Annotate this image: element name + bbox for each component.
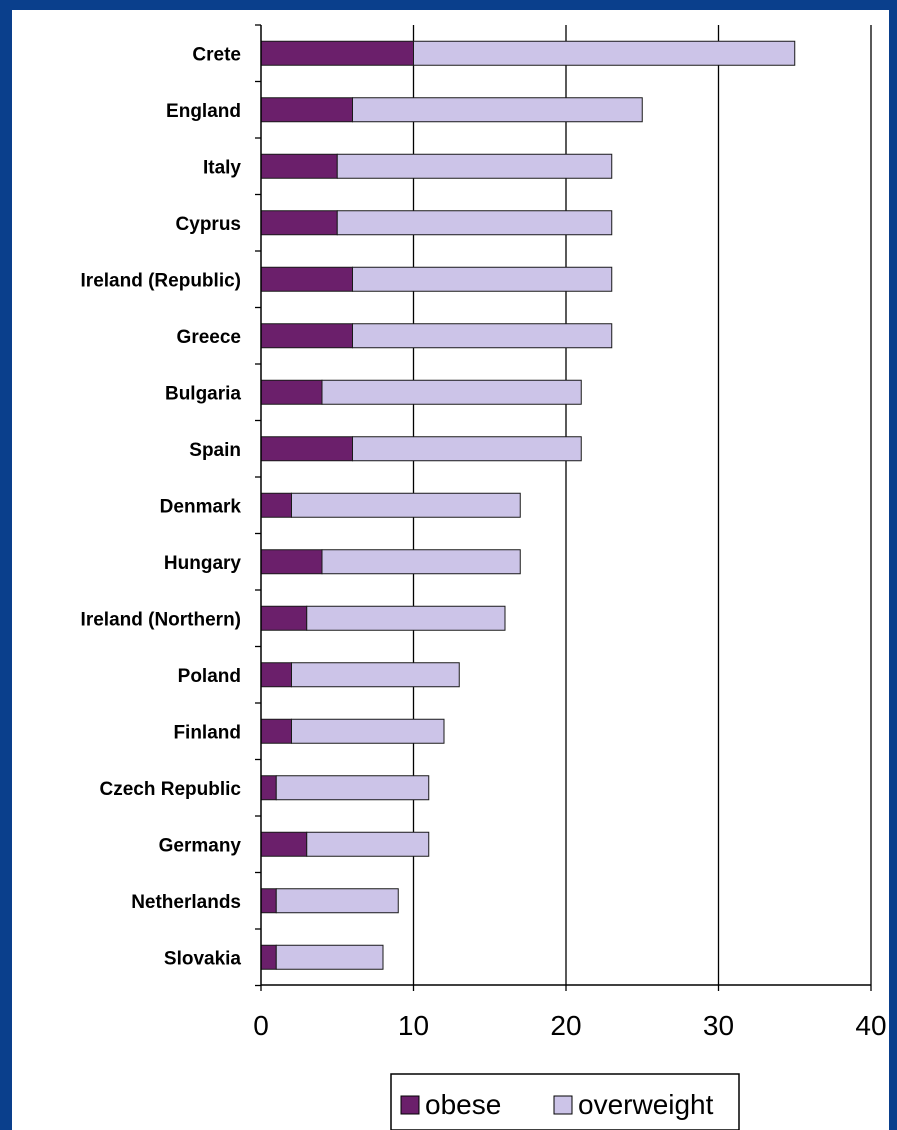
legend-swatch-overweight — [553, 1095, 573, 1115]
bar-overweight — [291, 718, 445, 744]
x-tick-label: 20 — [550, 1010, 581, 1041]
bar-overweight — [275, 775, 430, 801]
legend: obese overweight — [390, 1073, 740, 1130]
bar-overweight — [321, 549, 521, 575]
bar-overweight — [352, 323, 613, 349]
category-label: Bulgaria — [165, 383, 241, 404]
bar-overweight — [352, 97, 643, 123]
chart-panel: Crete England Italy Cyprus Ireland (Republic… — [12, 10, 889, 1130]
category-label: Cyprus — [176, 214, 241, 235]
category-label: Ireland (Northern) — [81, 609, 241, 630]
category-label: Crete — [192, 44, 241, 65]
legend-label-overweight: overweight — [578, 1089, 714, 1120]
bar-overweight — [291, 492, 521, 518]
bar-overweight — [336, 153, 613, 179]
category-label: Denmark — [160, 496, 242, 517]
bar-obese — [260, 153, 338, 179]
bar-overweight — [275, 888, 399, 914]
bar-obese — [260, 492, 292, 518]
bar-obese — [260, 266, 353, 292]
category-label: Spain — [189, 440, 241, 461]
bar-overweight — [275, 944, 384, 970]
stacked-bar-chart: Crete England Italy Cyprus Ireland (Republic… — [81, 24, 887, 1130]
bar-obese — [260, 888, 277, 914]
category-label: Hungary — [164, 553, 242, 574]
x-tick-label: 10 — [398, 1010, 429, 1041]
category-label: Czech Republic — [100, 779, 242, 800]
bar-obese — [260, 97, 353, 123]
x-tick-labels: 0 10 20 30 40 — [253, 1010, 886, 1041]
bar-obese — [260, 775, 277, 801]
category-label: England — [166, 101, 241, 122]
bar-overweight — [336, 210, 613, 236]
category-label: Germany — [159, 835, 242, 856]
legend-swatch-obese — [400, 1095, 420, 1115]
bar-overweight — [321, 379, 582, 405]
category-label: Ireland (Republic) — [81, 270, 241, 291]
bar-obese — [260, 436, 353, 462]
bar-obese — [260, 944, 277, 970]
bar-obese — [260, 662, 292, 688]
bar-obese — [260, 210, 338, 236]
axes — [255, 24, 872, 991]
x-tick-label: 40 — [855, 1010, 886, 1041]
bar-overweight — [306, 831, 430, 857]
bar-overweight — [352, 436, 582, 462]
x-tick-label: 30 — [703, 1010, 734, 1041]
bar-obese — [260, 379, 323, 405]
category-label: Slovakia — [164, 948, 242, 969]
bar-overweight — [306, 605, 506, 631]
bar-overweight — [413, 40, 796, 66]
category-label: Greece — [177, 327, 241, 348]
bar-obese — [260, 605, 308, 631]
x-tick-label: 0 — [253, 1010, 269, 1041]
bar-obese — [260, 549, 323, 575]
category-label: Finland — [173, 722, 241, 743]
category-label: Netherlands — [131, 892, 241, 913]
bar-overweight — [352, 266, 613, 292]
bar-obese — [260, 718, 292, 744]
bars — [260, 40, 796, 970]
bar-obese — [260, 323, 353, 349]
bar-obese — [260, 40, 414, 66]
legend-label-obese: obese — [425, 1089, 501, 1120]
category-label: Italy — [203, 157, 241, 178]
bar-obese — [260, 831, 308, 857]
bar-overweight — [291, 662, 460, 688]
category-labels: Crete England Italy Cyprus Ireland (Republic… — [81, 44, 242, 969]
category-label: Poland — [178, 666, 241, 687]
